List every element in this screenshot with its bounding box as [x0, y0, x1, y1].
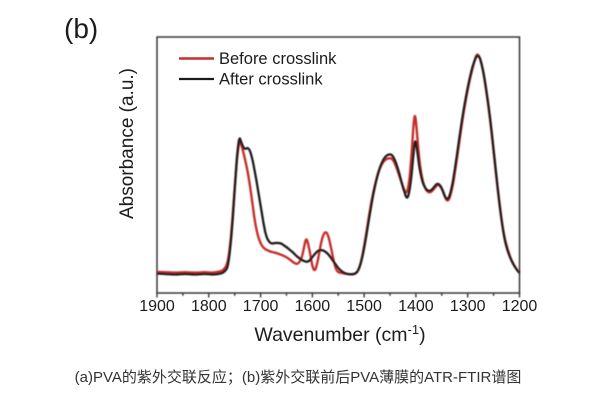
svg-text:Wavenumber (cm-1): Wavenumber (cm-1): [254, 322, 425, 346]
svg-text:1400: 1400: [398, 298, 434, 315]
svg-text:1800: 1800: [191, 298, 227, 315]
svg-text:1200: 1200: [502, 298, 538, 315]
svg-text:(b): (b): [64, 13, 98, 44]
svg-text:Absorbance (a.u.): Absorbance (a.u.): [117, 68, 138, 219]
svg-text:(a)PVA的紫外交联反应；(b)紫外交联前后PVA薄膜的A: (a)PVA的紫外交联反应；(b)紫外交联前后PVA薄膜的ATR-FTIR谱图: [75, 368, 522, 386]
svg-text:After crosslink: After crosslink: [219, 71, 323, 89]
svg-text:1900: 1900: [139, 298, 175, 315]
svg-text:1700: 1700: [243, 298, 279, 315]
svg-text:1500: 1500: [346, 298, 382, 315]
svg-text:1600: 1600: [295, 298, 331, 315]
svg-text:1300: 1300: [450, 298, 486, 315]
svg-text:Before crosslink: Before crosslink: [219, 50, 337, 68]
